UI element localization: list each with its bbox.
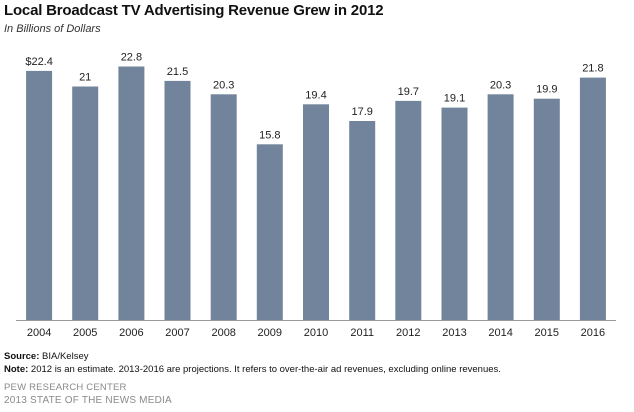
data-label-2007: 21.5 (167, 66, 188, 78)
data-label-2013: 19.1 (444, 93, 465, 105)
x-tick-label-2013: 2013 (442, 327, 466, 339)
x-tick-label-2010: 2010 (304, 327, 328, 339)
note-label: Note: (4, 364, 29, 375)
data-label-2015: 19.9 (536, 84, 557, 96)
data-label-2005: 21 (79, 72, 91, 84)
x-tick-label-2016: 2016 (581, 327, 605, 339)
report-name: 2013 STATE OF THE NEWS MEDIA (4, 395, 172, 406)
organization-name: PEW RESEARCH CENTER (4, 382, 127, 393)
chart-note: Note: 2012 is an estimate. 2013-2016 are… (4, 364, 501, 375)
x-tick-label-2012: 2012 (396, 327, 420, 339)
data-label-2014: 20.3 (490, 79, 511, 91)
bar-chart: $22.4 2004 21 2005 22.8 2006 21.5 2007 20.3 2008 1… (16, 52, 616, 339)
x-tick-label-2009: 2009 (258, 327, 282, 339)
data-label-2016: 21.8 (582, 63, 603, 75)
bar-2008 (210, 94, 237, 320)
source-text: BIA/Kelsey (39, 351, 89, 362)
x-tick-label-2005: 2005 (73, 327, 97, 339)
x-tick-label-2006: 2006 (119, 327, 143, 339)
chart-title: Local Broadcast TV Advertising Revenue G… (4, 2, 384, 19)
bar-2012 (395, 100, 422, 321)
x-tick-label-2014: 2014 (488, 327, 512, 339)
x-tick-label-2007: 2007 (165, 327, 189, 339)
bar-2015 (533, 98, 560, 320)
x-tick-label-2008: 2008 (211, 327, 235, 339)
bar-2007 (164, 80, 191, 321)
data-label-2009: 15.8 (259, 129, 280, 141)
x-tick-label-2015: 2015 (535, 327, 559, 339)
note-text: 2012 is an estimate. 2013-2016 are proje… (28, 364, 501, 375)
bar-2004 (26, 70, 53, 321)
data-label-2010: 19.4 (305, 89, 326, 101)
bar-2006 (118, 66, 145, 320)
data-label-2011: 17.9 (351, 106, 372, 118)
source-label: Source: (4, 351, 40, 362)
bar-2005 (72, 86, 99, 320)
bar-2009 (256, 144, 283, 320)
data-label-2004: $22.4 (25, 56, 53, 68)
bar-2016 (579, 77, 606, 320)
data-label-2012: 19.7 (398, 86, 419, 98)
x-tick-label-2004: 2004 (27, 327, 51, 339)
source-note: Source: BIA/Kelsey (4, 351, 88, 362)
bar-2011 (349, 121, 376, 320)
bar-2013 (441, 107, 468, 320)
x-tick-label-2011: 2011 (350, 327, 374, 339)
bar-2010 (303, 104, 329, 320)
chart-subtitle: In Billions of Dollars (4, 23, 101, 35)
data-label-2008: 20.3 (213, 79, 234, 91)
bar-2014 (487, 94, 514, 320)
data-label-2006: 22.8 (121, 52, 142, 64)
